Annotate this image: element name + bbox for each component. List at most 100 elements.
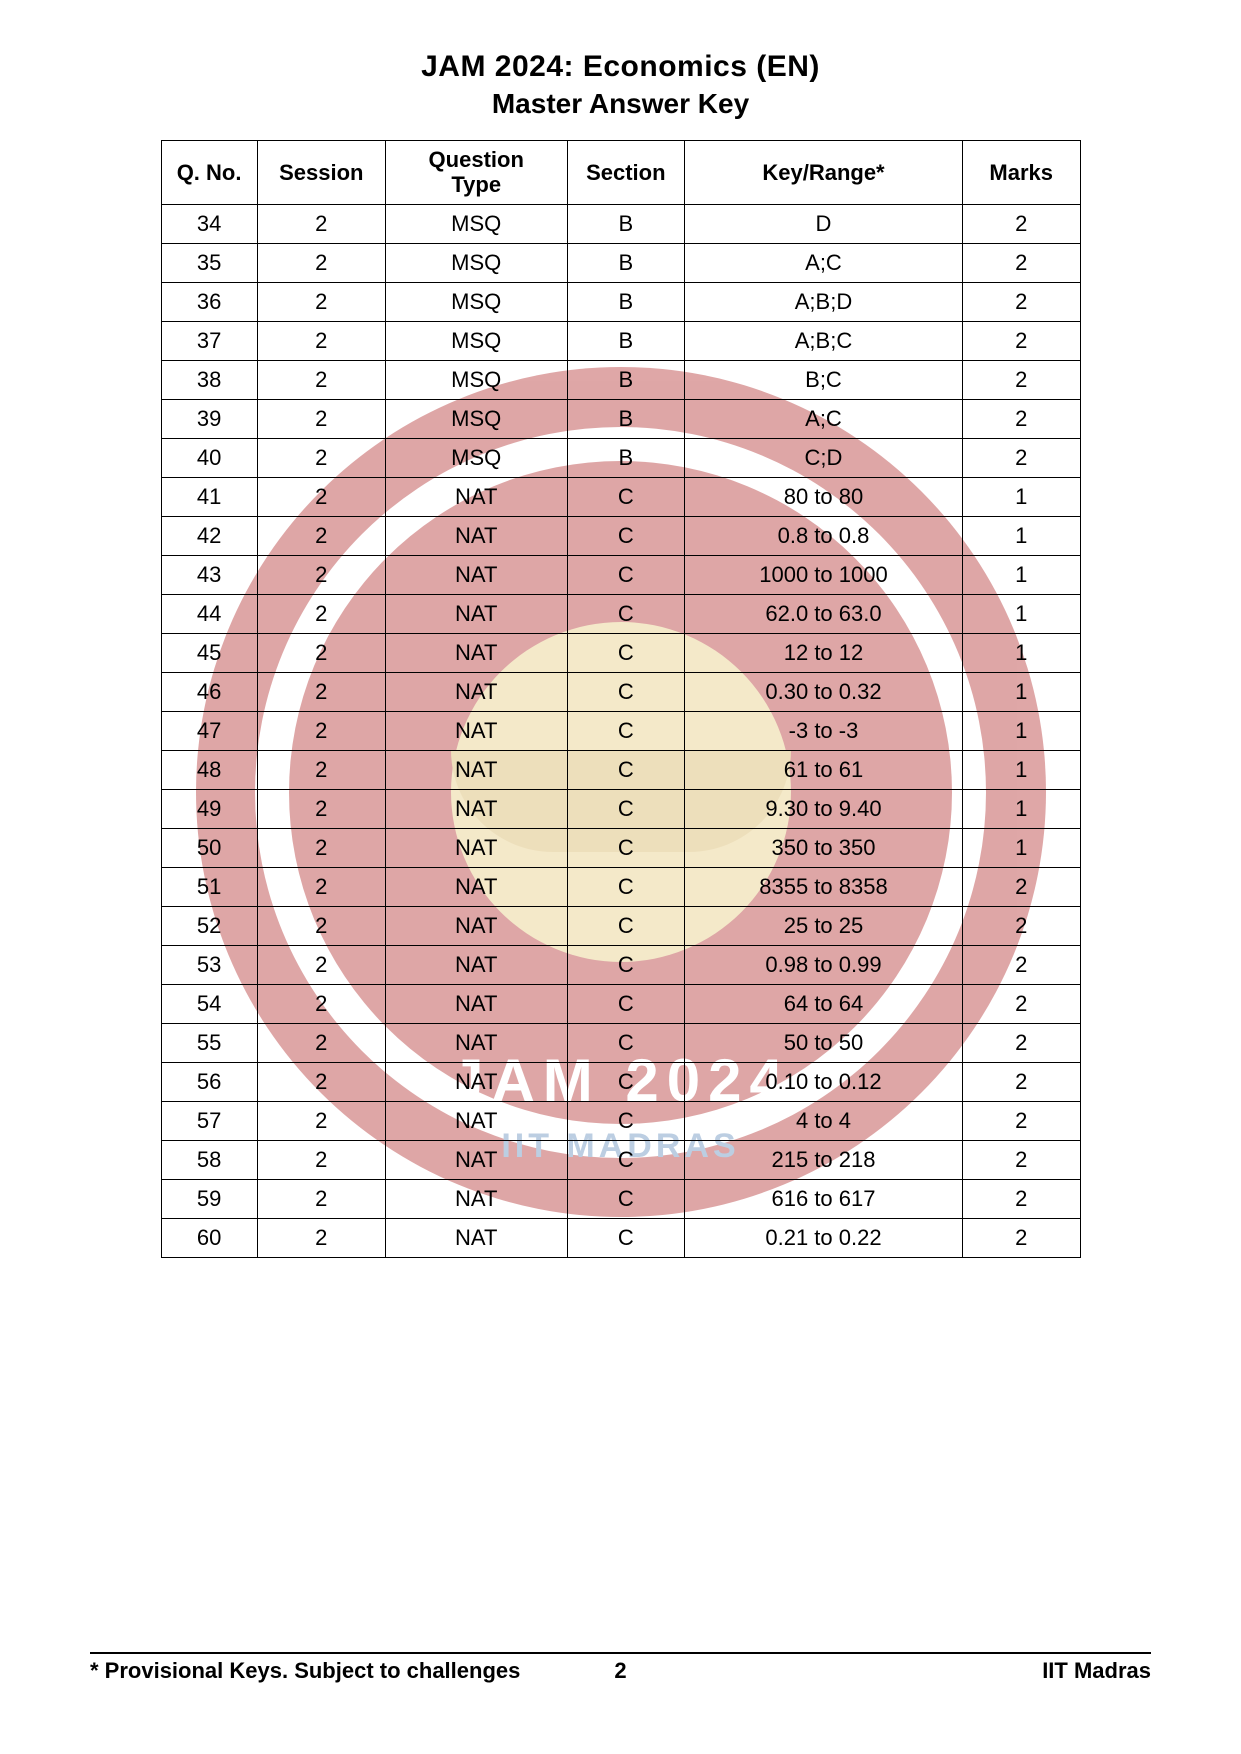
table-cell: B — [567, 204, 685, 243]
table-cell: 2 — [257, 204, 385, 243]
table-cell: 2 — [962, 1062, 1080, 1101]
table-cell: 35 — [161, 243, 257, 282]
table-row: 522NATC25 to 252 — [161, 906, 1080, 945]
table-cell: NAT — [385, 477, 567, 516]
table-cell: C — [567, 945, 685, 984]
table-cell: B — [567, 360, 685, 399]
table-cell: 2 — [962, 984, 1080, 1023]
table-cell: NAT — [385, 867, 567, 906]
table-row: 482NATC61 to 611 — [161, 750, 1080, 789]
table-cell: 1000 to 1000 — [685, 555, 963, 594]
table-cell: NAT — [385, 789, 567, 828]
table-cell: 2 — [962, 867, 1080, 906]
table-cell: -3 to -3 — [685, 711, 963, 750]
table-cell: 2 — [257, 438, 385, 477]
table-cell: 0.10 to 0.12 — [685, 1062, 963, 1101]
table-head: Q. No. Session QuestionType Section Key/… — [161, 141, 1080, 205]
table-cell: 2 — [257, 1179, 385, 1218]
table-cell: 2 — [257, 555, 385, 594]
table-cell: 1 — [962, 516, 1080, 555]
table-cell: 44 — [161, 594, 257, 633]
table-cell: 2 — [962, 1218, 1080, 1257]
table-cell: 2 — [257, 789, 385, 828]
col-header-qtype: QuestionType — [385, 141, 567, 205]
table-cell: B — [567, 321, 685, 360]
table-cell: 53 — [161, 945, 257, 984]
table-cell: 2 — [257, 867, 385, 906]
table-cell: MSQ — [385, 438, 567, 477]
page-footer: * Provisional Keys. Subject to challenge… — [90, 1652, 1151, 1684]
table-cell: A;B;D — [685, 282, 963, 321]
table-cell: 2 — [962, 204, 1080, 243]
table-cell: 12 to 12 — [685, 633, 963, 672]
table-cell: NAT — [385, 1140, 567, 1179]
table-cell: 54 — [161, 984, 257, 1023]
table-cell: 37 — [161, 321, 257, 360]
table-cell: NAT — [385, 1101, 567, 1140]
table-cell: C — [567, 1062, 685, 1101]
table-row: 352MSQBA;C2 — [161, 243, 1080, 282]
table-cell: C — [567, 711, 685, 750]
table-cell: C — [567, 1140, 685, 1179]
table-cell: C — [567, 1023, 685, 1062]
table-cell: 2 — [257, 516, 385, 555]
table-cell: D — [685, 204, 963, 243]
table-row: 552NATC50 to 502 — [161, 1023, 1080, 1062]
table-row: 582NATC215 to 2182 — [161, 1140, 1080, 1179]
table-cell: C — [567, 516, 685, 555]
table-cell: 2 — [257, 945, 385, 984]
table-cell: 55 — [161, 1023, 257, 1062]
table-row: 442NATC62.0 to 63.01 — [161, 594, 1080, 633]
table-cell: 2 — [962, 945, 1080, 984]
table-cell: 215 to 218 — [685, 1140, 963, 1179]
table-cell: NAT — [385, 1218, 567, 1257]
table-cell: 64 to 64 — [685, 984, 963, 1023]
table-cell: 2 — [962, 1023, 1080, 1062]
table-cell: 4 to 4 — [685, 1101, 963, 1140]
table-cell: 47 — [161, 711, 257, 750]
table-cell: 58 — [161, 1140, 257, 1179]
table-body: 342MSQBD2352MSQBA;C2362MSQBA;B;D2372MSQB… — [161, 204, 1080, 1257]
table-cell: C — [567, 633, 685, 672]
table-cell: C — [567, 1101, 685, 1140]
table-cell: 2 — [257, 711, 385, 750]
table-cell: 39 — [161, 399, 257, 438]
table-cell: 2 — [962, 282, 1080, 321]
table-cell: NAT — [385, 984, 567, 1023]
table-row: 472NATC-3 to -31 — [161, 711, 1080, 750]
table-cell: NAT — [385, 594, 567, 633]
table-cell: C — [567, 828, 685, 867]
table-row: 592NATC616 to 6172 — [161, 1179, 1080, 1218]
table-cell: 2 — [257, 399, 385, 438]
table-cell: 9.30 to 9.40 — [685, 789, 963, 828]
table-cell: 49 — [161, 789, 257, 828]
table-cell: MSQ — [385, 321, 567, 360]
table-cell: 38 — [161, 360, 257, 399]
table-cell: B — [567, 282, 685, 321]
table-cell: NAT — [385, 555, 567, 594]
table-cell: 1 — [962, 711, 1080, 750]
table-cell: 2 — [257, 828, 385, 867]
table-cell: 2 — [257, 1140, 385, 1179]
table-header-row: Q. No. Session QuestionType Section Key/… — [161, 141, 1080, 205]
table-cell: 50 — [161, 828, 257, 867]
table-cell: 2 — [257, 906, 385, 945]
table-cell: 2 — [962, 1179, 1080, 1218]
table-cell: C — [567, 555, 685, 594]
table-row: 532NATC0.98 to 0.992 — [161, 945, 1080, 984]
table-cell: 60 — [161, 1218, 257, 1257]
footer-note: * Provisional Keys. Subject to challenge… — [90, 1658, 520, 1684]
page-subtitle: Master Answer Key — [90, 88, 1151, 120]
table-cell: B — [567, 438, 685, 477]
table-cell: 0.98 to 0.99 — [685, 945, 963, 984]
table-cell: NAT — [385, 1023, 567, 1062]
table-cell: C — [567, 1218, 685, 1257]
table-cell: NAT — [385, 828, 567, 867]
col-header-section: Section — [567, 141, 685, 205]
table-cell: B — [567, 243, 685, 282]
col-header-marks: Marks — [962, 141, 1080, 205]
answer-key-table: Q. No. Session QuestionType Section Key/… — [161, 140, 1081, 1258]
table-cell: 36 — [161, 282, 257, 321]
table-cell: 1 — [962, 555, 1080, 594]
table-cell: 1 — [962, 789, 1080, 828]
